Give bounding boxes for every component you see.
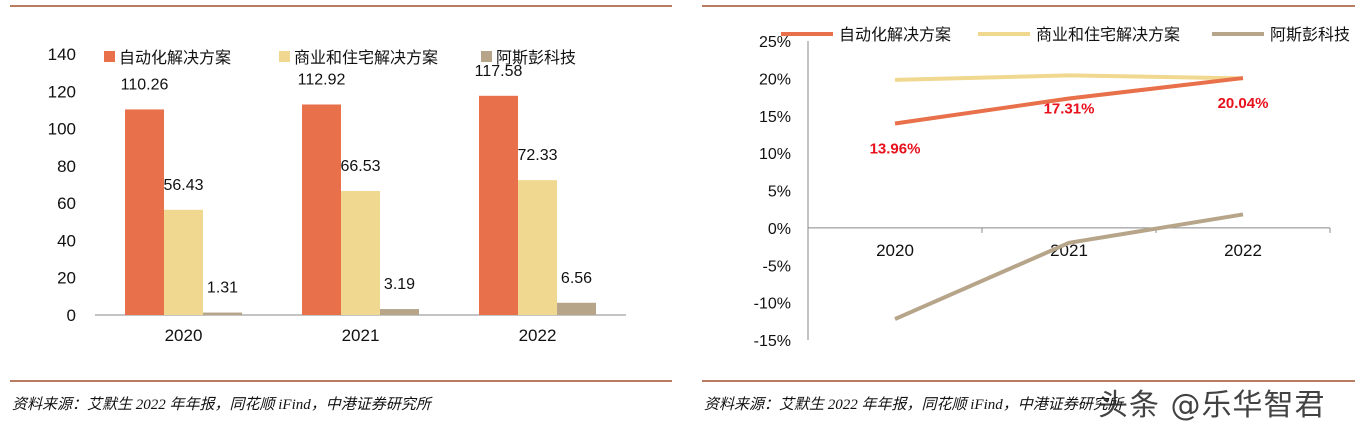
legend-label: 商业和住宅解决方案: [294, 49, 438, 67]
watermark: 头条 @乐华智君: [1098, 388, 1326, 423]
data-label: 117.58: [475, 63, 523, 80]
data-label: 72.33: [517, 147, 557, 164]
bar: [164, 209, 203, 315]
data-label: 6.56: [561, 270, 592, 287]
bar: [302, 104, 341, 315]
legend-label: 阿斯彭科技: [496, 49, 576, 67]
y-tick-label: 15%: [759, 109, 791, 126]
y-tick-label: 20%: [759, 71, 791, 88]
y-tick-label: 120: [48, 82, 76, 101]
bar: [557, 302, 596, 315]
bar: [518, 180, 557, 315]
series-line: [894, 212, 1244, 321]
y-tick-label: 0: [67, 306, 76, 325]
data-label: 20.04%: [1218, 95, 1269, 112]
y-tick-label: 100: [48, 120, 76, 139]
data-label: 13.96%: [870, 141, 921, 158]
legend-swatch: [104, 51, 115, 62]
y-tick-label: 0%: [768, 221, 791, 238]
legend-label: 商业和住宅解决方案: [1036, 26, 1180, 44]
data-label: 17.31%: [1044, 100, 1095, 117]
x-tick-label: 2020: [876, 241, 914, 260]
y-tick-label: 5%: [768, 184, 791, 201]
legend-swatch: [279, 51, 290, 62]
line-chart: -15%-10%-5%0%5%10%15%20%25%2020 2021 20221…: [754, 26, 1350, 350]
series-line: [894, 76, 1244, 126]
legend-label: 自动化解决方案: [839, 26, 951, 44]
data-label: 66.53: [340, 158, 380, 175]
data-label: 110.26: [121, 76, 169, 93]
bar: [341, 190, 380, 315]
source-note-left: 资料来源：艾默生 2022 年年报，同花顺 iFind，中港证券研究所: [12, 397, 431, 413]
data-label: 56.43: [163, 177, 203, 194]
x-tick-label: 2020: [165, 326, 203, 345]
y-tick-label: 60: [57, 194, 76, 213]
y-tick-label: -10%: [754, 296, 791, 313]
y-tick-label: 10%: [759, 146, 791, 163]
x-tick-label: 2021: [342, 326, 380, 345]
bar: [380, 309, 419, 315]
legend-swatch: [481, 51, 492, 62]
data-label: 1.31: [207, 280, 238, 297]
series-line: [894, 73, 1244, 82]
bar: [479, 95, 518, 315]
y-tick-label: 25%: [759, 34, 791, 51]
bar: [125, 109, 164, 316]
data-label: 3.19: [384, 276, 415, 293]
y-tick-label: 40: [57, 231, 76, 250]
x-tick-label: 2022: [1224, 241, 1262, 260]
y-tick-label: 80: [57, 157, 76, 176]
bar-chart: 0 20 40 60 80 100 120 140 2020 110.26 56.43 1.31 202…: [48, 45, 626, 345]
y-tick-label: -5%: [763, 258, 791, 275]
legend-label: 自动化解决方案: [119, 49, 231, 67]
y-tick-label: -15%: [754, 333, 791, 350]
legend-label: 阿斯彭科技: [1270, 26, 1350, 44]
y-tick-label: 20: [57, 269, 76, 288]
bar: [203, 312, 242, 315]
data-label: 112.92: [298, 71, 346, 88]
y-tick-label: 140: [48, 45, 76, 64]
x-tick-label: 2022: [519, 326, 557, 345]
source-note-right: 资料来源：艾默生 2022 年年报，同花顺 iFind，中港证券研究所: [704, 397, 1123, 413]
